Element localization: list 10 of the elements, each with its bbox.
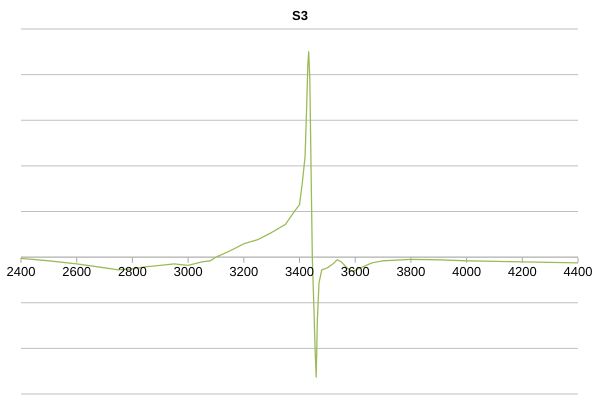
x-tick-label: 4000 bbox=[452, 264, 482, 279]
x-tick-label: 3600 bbox=[340, 264, 370, 279]
x-tick-label: 2400 bbox=[6, 264, 36, 279]
x-tick-label: 4200 bbox=[508, 264, 537, 279]
chart-title: S3 bbox=[291, 8, 309, 23]
x-tick-label: 3200 bbox=[229, 264, 258, 279]
x-tick-label: 3800 bbox=[396, 264, 426, 279]
x-tick-label: 3000 bbox=[174, 264, 203, 279]
x-tick-label: 4400 bbox=[564, 264, 592, 279]
x-tick-label: 2600 bbox=[62, 264, 92, 279]
